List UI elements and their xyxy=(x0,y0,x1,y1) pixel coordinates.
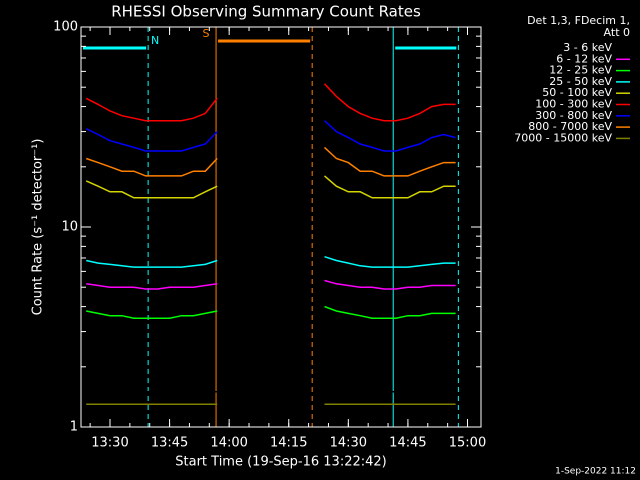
series-line xyxy=(86,305,456,319)
chart-title: RHESSI Observing Summary Count Rates xyxy=(111,3,421,21)
legend-label: 3 - 6 keV xyxy=(563,41,612,54)
y-axis-label: Count Rate (s⁻¹ detector⁻¹) xyxy=(31,139,46,316)
x-tick-label: 14:30 xyxy=(330,436,367,451)
legend-label: 50 - 100 keV xyxy=(542,86,612,99)
footer: 1-Sep-2022 11:12 xyxy=(555,467,636,477)
legend-label: 300 - 800 keV xyxy=(535,109,612,122)
legend-label: 12 - 25 keV xyxy=(549,64,612,77)
series-line xyxy=(85,146,456,177)
legend-label: 800 - 7000 keV xyxy=(528,120,612,133)
legend-header: Det 1,3, FDecim 1, xyxy=(527,14,630,27)
x-axis-label: Start Time (19-Sep-16 13:22:42) xyxy=(175,455,386,470)
series-line xyxy=(85,83,456,122)
series-line xyxy=(86,255,456,268)
series-line xyxy=(85,175,456,199)
legend-label: 6 - 12 keV xyxy=(556,52,612,65)
legend-label: 25 - 50 keV xyxy=(549,75,612,88)
x-tick-label: 13:45 xyxy=(151,436,188,451)
y-tick-label: 100 xyxy=(53,20,78,35)
series-line xyxy=(85,120,456,152)
series-line xyxy=(86,385,456,399)
legend-header: Att 0 xyxy=(604,26,630,39)
x-tick-label: 15:00 xyxy=(449,436,486,451)
y-tick-label: 1 xyxy=(70,420,78,435)
legend-label: 7000 - 15000 keV xyxy=(514,131,612,144)
x-tick-label: 14:45 xyxy=(389,436,426,451)
flag-label: N xyxy=(151,34,159,47)
x-tick-label: 14:15 xyxy=(270,436,307,451)
x-tick-label: 14:00 xyxy=(210,436,247,451)
x-tick-label: 13:30 xyxy=(91,436,128,451)
legend-label: 100 - 300 keV xyxy=(535,98,612,111)
flag-label: S xyxy=(203,27,210,40)
y-tick-label: 10 xyxy=(61,220,78,235)
series-line xyxy=(86,279,456,290)
